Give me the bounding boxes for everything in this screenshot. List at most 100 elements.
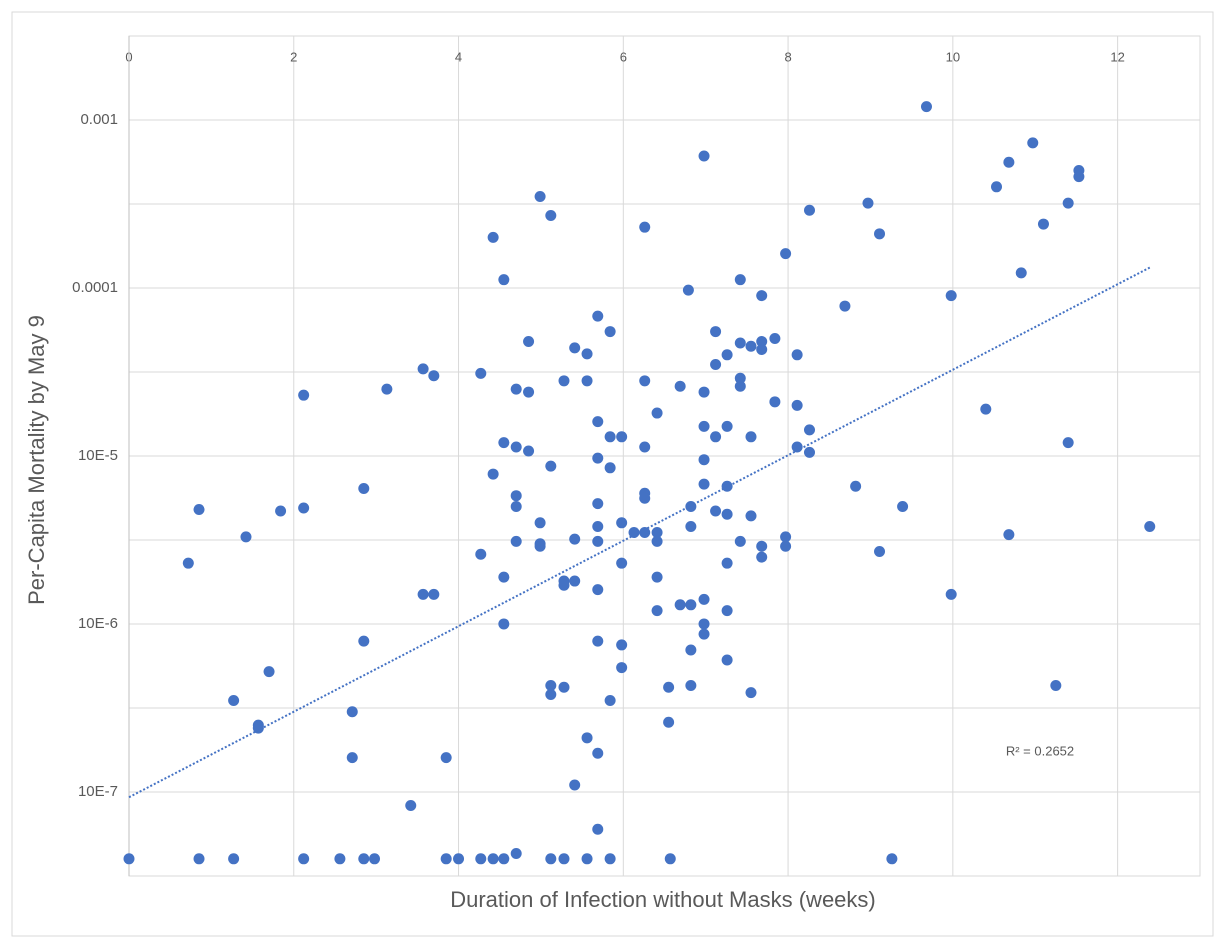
data-point xyxy=(698,150,710,162)
data-point xyxy=(523,386,535,398)
data-point xyxy=(428,370,440,382)
data-point xyxy=(839,300,851,312)
data-point xyxy=(475,548,487,560)
data-point xyxy=(674,380,686,392)
data-point xyxy=(298,502,310,514)
x-tick-label: 4 xyxy=(455,49,462,64)
data-point xyxy=(569,533,581,545)
data-point xyxy=(228,853,240,865)
data-point xyxy=(523,445,535,457)
data-point xyxy=(510,383,522,395)
data-point xyxy=(616,517,628,529)
data-point xyxy=(498,437,510,449)
data-point xyxy=(558,375,570,387)
data-point xyxy=(734,372,746,384)
data-point xyxy=(346,752,358,764)
data-point xyxy=(721,654,733,666)
data-point xyxy=(510,490,522,502)
data-point xyxy=(428,588,440,600)
data-point xyxy=(558,853,570,865)
data-point xyxy=(228,695,240,707)
data-point xyxy=(592,535,604,547)
data-point xyxy=(534,540,546,552)
data-point xyxy=(674,599,686,611)
x-tick-label: 2 xyxy=(290,49,297,64)
data-point xyxy=(639,441,651,453)
data-point xyxy=(498,274,510,286)
data-point xyxy=(651,535,663,547)
data-point xyxy=(581,732,593,744)
data-point xyxy=(1003,529,1015,541)
data-point xyxy=(510,441,522,453)
data-point xyxy=(663,716,675,728)
data-point xyxy=(850,480,862,492)
data-point xyxy=(639,527,651,539)
data-point xyxy=(1073,171,1085,183)
data-point xyxy=(545,680,557,692)
data-point xyxy=(123,853,135,865)
data-point xyxy=(440,853,452,865)
data-point xyxy=(581,375,593,387)
data-point xyxy=(698,618,710,630)
data-point xyxy=(1037,218,1049,230)
data-point xyxy=(581,348,593,360)
data-point xyxy=(358,635,370,647)
data-point xyxy=(745,340,757,352)
data-point xyxy=(780,248,792,260)
data-point xyxy=(710,326,722,338)
data-point xyxy=(803,446,815,458)
data-point xyxy=(592,747,604,759)
data-point xyxy=(498,618,510,630)
y-tick-label: 0.0001 xyxy=(72,279,118,296)
data-point xyxy=(604,853,616,865)
data-point xyxy=(358,853,370,865)
data-point xyxy=(780,531,792,543)
data-point xyxy=(945,588,957,600)
data-point xyxy=(523,335,535,347)
data-point xyxy=(780,540,792,552)
data-point xyxy=(558,681,570,693)
data-point xyxy=(791,399,803,411)
data-point xyxy=(945,290,957,302)
data-point xyxy=(698,454,710,466)
data-point xyxy=(862,197,874,209)
data-point xyxy=(698,386,710,398)
data-point xyxy=(558,579,570,591)
data-point xyxy=(616,639,628,651)
data-point xyxy=(581,853,593,865)
data-point xyxy=(1144,521,1156,533)
data-point xyxy=(510,535,522,547)
data-point xyxy=(721,480,733,492)
data-point xyxy=(710,359,722,371)
data-point xyxy=(651,571,663,583)
data-point xyxy=(698,593,710,605)
data-point xyxy=(874,545,886,557)
data-point xyxy=(592,521,604,533)
data-point xyxy=(498,571,510,583)
data-point xyxy=(369,853,381,865)
data-point xyxy=(1062,437,1074,449)
data-point xyxy=(545,853,557,865)
y-tick-label: 10E-6 xyxy=(78,615,118,632)
data-point xyxy=(592,498,604,510)
data-point xyxy=(651,527,663,539)
data-point xyxy=(440,752,452,764)
data-point xyxy=(745,687,757,699)
data-point xyxy=(874,228,886,240)
data-point xyxy=(275,505,287,517)
data-point xyxy=(1050,680,1062,692)
data-point xyxy=(920,101,932,113)
data-point xyxy=(487,853,499,865)
data-point xyxy=(604,462,616,474)
data-point xyxy=(980,403,992,415)
data-point xyxy=(1062,197,1074,209)
data-point xyxy=(710,431,722,443)
data-point xyxy=(358,483,370,495)
data-point xyxy=(1003,156,1015,168)
data-point xyxy=(510,848,522,860)
data-point xyxy=(592,452,604,464)
data-point xyxy=(803,424,815,436)
data-point xyxy=(682,284,694,296)
x-tick-label: 12 xyxy=(1110,49,1124,64)
data-point xyxy=(721,420,733,432)
